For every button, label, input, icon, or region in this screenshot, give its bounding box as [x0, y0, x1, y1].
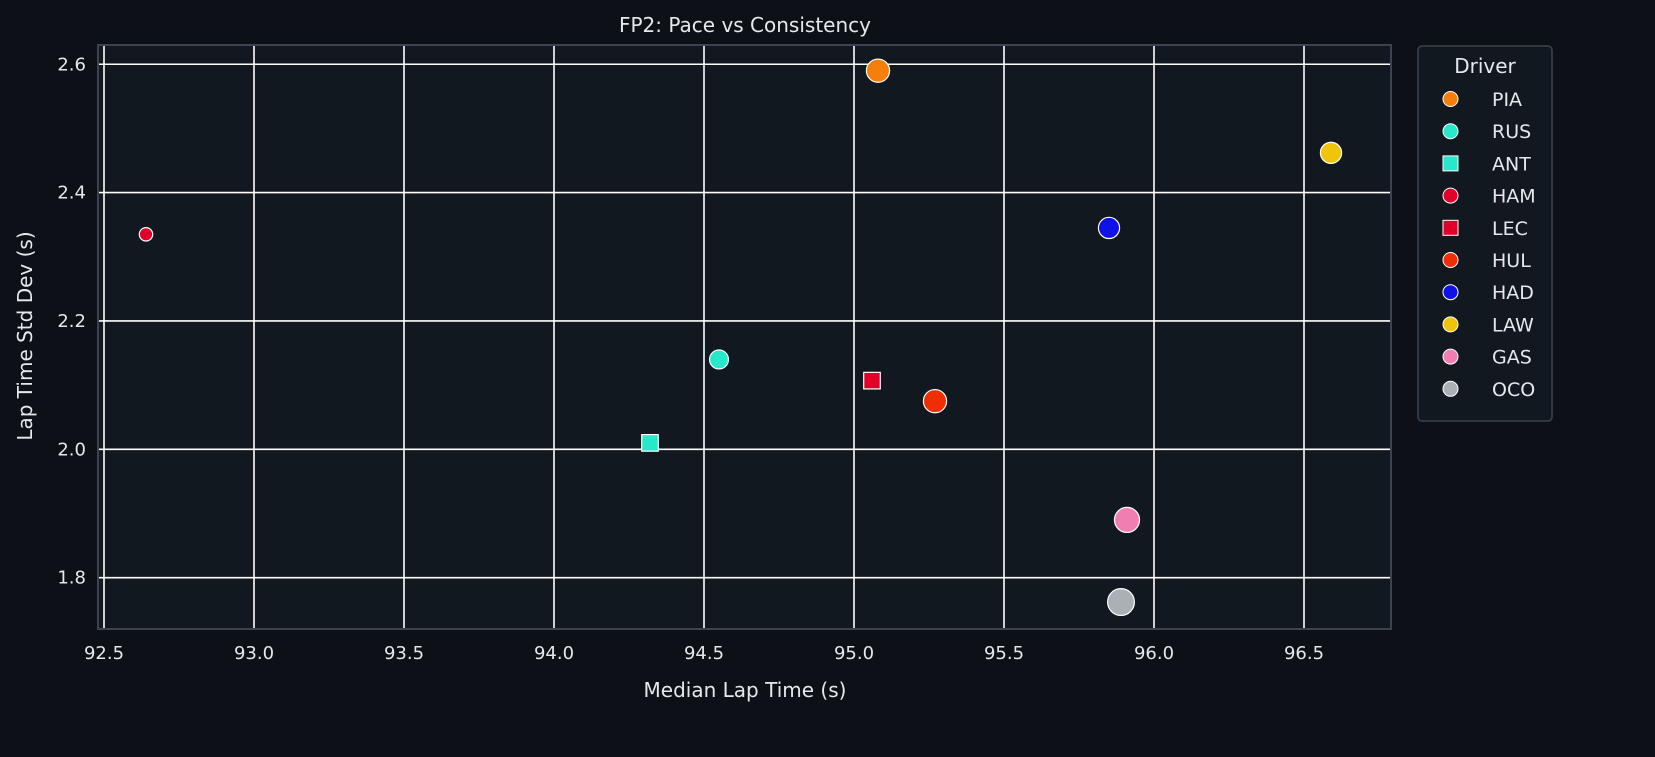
legend-item-rus: RUS	[1442, 121, 1531, 143]
grid	[98, 45, 1391, 629]
legend-label: PIA	[1492, 89, 1522, 111]
y-tick-label: 2.4	[57, 183, 86, 204]
data-point-law	[1319, 141, 1343, 165]
legend-item-lec: LEC	[1442, 218, 1528, 240]
legend-label: LAW	[1492, 314, 1534, 336]
data-point-had	[1097, 216, 1121, 240]
y-tick-label: 2.2	[57, 311, 86, 332]
legend-marker	[1442, 155, 1459, 172]
legend-marker	[1442, 252, 1459, 268]
plot-frame	[97, 44, 1392, 630]
y-tick-label: 2.0	[57, 439, 86, 460]
legend-marker	[1442, 348, 1459, 365]
x-tick-label: 96.5	[1284, 643, 1324, 664]
legend-marker	[1442, 219, 1459, 236]
legend-item-gas: GAS	[1442, 347, 1532, 369]
legend-item-ham: HAM	[1442, 186, 1536, 208]
legend: Driver PIA RUS ANT HAM LEC HUL HAD LAW GAS OCO	[1417, 45, 1553, 422]
legend-marker	[1442, 380, 1459, 397]
legend-label: OCO	[1492, 379, 1535, 401]
x-axis-label: Median Lap Time (s)	[644, 678, 847, 702]
x-tick-label: 92.5	[84, 643, 124, 664]
data-point-hul	[922, 388, 948, 414]
legend-label: LEC	[1492, 218, 1528, 240]
y-tick-label: 1.8	[57, 568, 86, 589]
legend-box	[1417, 45, 1553, 422]
data-point-oco	[1106, 588, 1135, 617]
legend-label: GAS	[1492, 347, 1532, 369]
legend-marker	[1442, 91, 1459, 107]
legend-label: HUL	[1492, 250, 1531, 272]
x-tick-label: 94.5	[684, 643, 724, 664]
data-point-ant	[641, 433, 659, 452]
legend-marker	[1442, 123, 1459, 140]
x-tick-label: 93.5	[384, 643, 424, 664]
legend-item-law: LAW	[1442, 314, 1534, 336]
chart-title: FP2: Pace vs Consistency	[619, 13, 871, 37]
x-tick-label: 93.0	[234, 643, 274, 664]
x-tick-label: 94.0	[534, 643, 574, 664]
legend-item-ant: ANT	[1442, 153, 1531, 175]
x-tick-label: 95.0	[834, 643, 874, 664]
y-axis-label: Lap Time Std Dev (s)	[13, 231, 37, 440]
data-point-rus	[708, 349, 730, 370]
data-point-lec	[863, 371, 881, 390]
legend-marker	[1442, 284, 1459, 301]
x-axis-ticks: 92.5 93.0 93.5 94.0 94.5 95.0 95.5 96.0 96.5	[84, 643, 1324, 664]
legend-label: RUS	[1492, 121, 1531, 143]
legend-label: HAD	[1492, 282, 1534, 304]
plot-area	[98, 45, 1391, 629]
legend-items: PIA RUS ANT HAM LEC HUL HAD LAW GAS OCO	[1442, 89, 1536, 401]
legend-item-oco: OCO	[1442, 379, 1535, 401]
y-axis-ticks: 1.8 2.0 2.2 2.4 2.6	[57, 54, 86, 588]
legend-item-pia: PIA	[1442, 89, 1522, 111]
x-tick-label: 96.0	[1134, 643, 1174, 664]
y-tick-label: 2.6	[57, 54, 86, 75]
data-point-pia	[865, 58, 891, 83]
legend-label: HAM	[1492, 186, 1536, 208]
legend-marker	[1442, 187, 1459, 204]
legend-item-hul: HUL	[1442, 250, 1531, 272]
legend-marker	[1442, 316, 1459, 333]
data-points	[138, 58, 1343, 617]
data-point-ham	[138, 227, 154, 242]
legend-label: ANT	[1492, 153, 1531, 175]
legend-title: Driver	[1454, 54, 1516, 78]
legend-item-had: HAD	[1442, 282, 1534, 304]
x-tick-label: 95.5	[984, 643, 1024, 664]
data-point-gas	[1113, 506, 1141, 534]
